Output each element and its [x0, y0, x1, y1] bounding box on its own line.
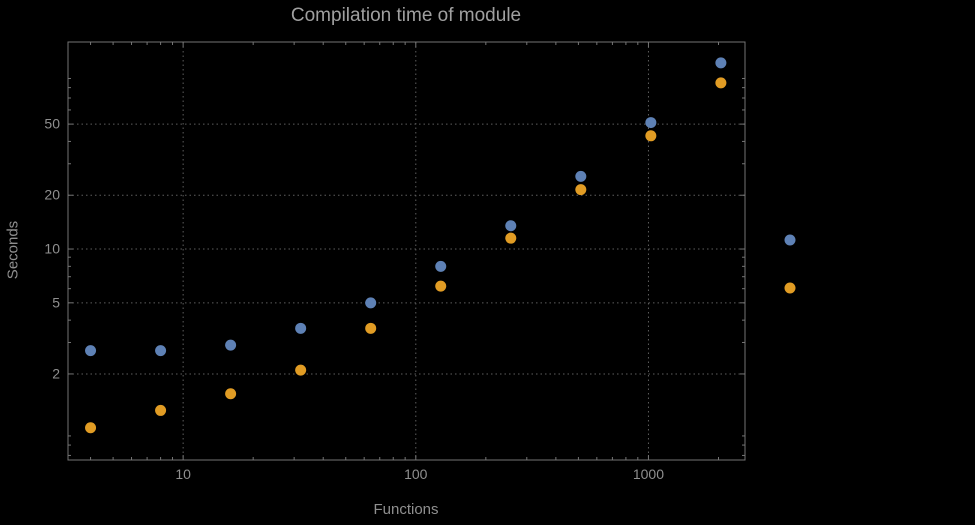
data-point-series-2	[155, 404, 167, 416]
data-point-series-1	[225, 339, 237, 351]
x-tick-label: 10	[175, 466, 191, 482]
data-point-series-2	[225, 388, 237, 400]
data-point-series-2	[85, 422, 97, 434]
legend-marker	[784, 282, 796, 294]
data-point-series-1	[715, 57, 727, 69]
data-point-series-2	[645, 130, 657, 142]
y-tick-label: 10	[44, 241, 60, 257]
data-point-series-1	[155, 345, 167, 357]
x-tick-label: 100	[404, 466, 428, 482]
legend-marker	[784, 234, 796, 246]
y-tick-label: 50	[44, 116, 60, 132]
y-tick-label: 20	[44, 187, 60, 203]
data-point-series-1	[295, 322, 307, 334]
plot-frame	[67, 41, 746, 461]
x-tick-label: 1000	[633, 466, 664, 482]
data-point-series-2	[435, 280, 447, 292]
data-point-series-2	[715, 77, 727, 89]
data-point-series-2	[575, 184, 587, 196]
y-tick-label: 5	[52, 294, 60, 310]
y-axis-label: Seconds	[4, 220, 22, 280]
data-point-series-1	[365, 297, 377, 309]
data-point-series-1	[645, 117, 657, 129]
data-point-series-2	[295, 364, 307, 376]
data-point-series-1	[435, 260, 447, 272]
chart-title: Compilation time of module	[290, 5, 522, 26]
x-axis-label: Functions	[373, 501, 439, 518]
data-point-series-2	[505, 232, 517, 244]
data-point-series-1	[505, 220, 517, 232]
data-point-series-2	[365, 322, 377, 334]
y-tick-label: 2	[52, 365, 60, 381]
data-point-series-1	[575, 170, 587, 182]
data-point-series-1	[85, 345, 97, 357]
